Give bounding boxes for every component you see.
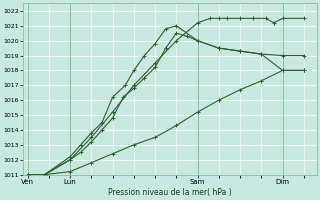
X-axis label: Pression niveau de la mer( hPa ): Pression niveau de la mer( hPa ) <box>108 188 232 197</box>
